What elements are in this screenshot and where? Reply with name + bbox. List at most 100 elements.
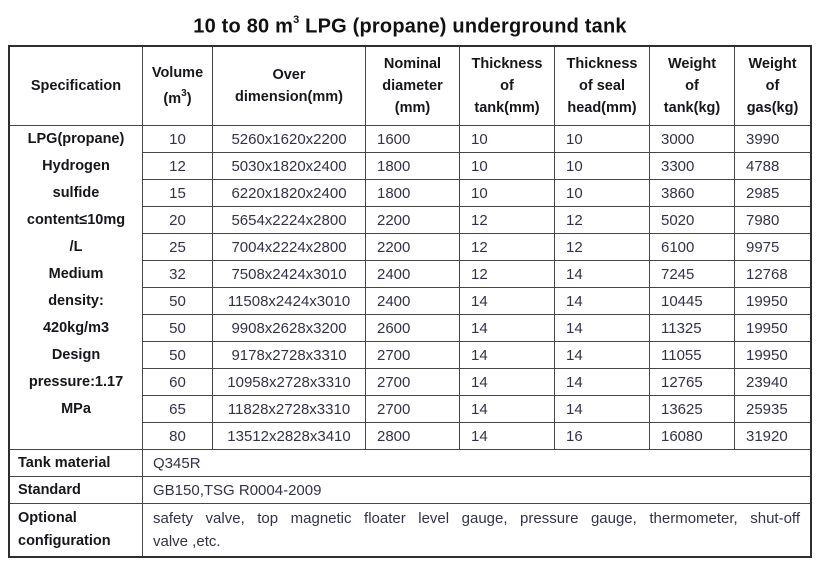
nominal-diameter-cell: 1800 [366,153,460,180]
footer-label-tank-material: Tank material [10,450,143,477]
nominal-diameter-cell: 2700 [366,369,460,396]
nominal-diameter-cell: 2700 [366,396,460,423]
tank-weight-cell: 16080 [650,423,735,450]
nominal-diameter-cell: 2700 [366,342,460,369]
over-dimension-cell: 5654x2224x2800 [213,207,366,234]
gas-weight-cell: 4788 [735,153,810,180]
footer-label-optional-configuration: Optional configuration [10,504,143,556]
seal-head-thickness-cell: 12 [555,207,650,234]
volume-cell: 50 [143,315,213,342]
seal-head-thickness-cell: 10 [555,126,650,153]
page: 10 to 80 m3 LPG (propane) underground ta… [0,7,820,563]
footer-label-line: Standard [18,481,81,498]
column-header-line: tank(kg) [663,100,721,116]
nominal-diameter-cell: 2400 [366,288,460,315]
column-header-over-dimension: Over dimension(mm) [213,47,366,126]
tank-weight-cell: 10445 [650,288,735,315]
column-header-weight-of-gas: Weight of gas(kg) [735,47,810,126]
column-header-line: diameter [382,78,443,94]
nominal-diameter-cell: 2600 [366,315,460,342]
column-header-line: Weight [667,56,717,72]
tank-thickness-cell: 14 [460,369,555,396]
gas-weight-cell: 12768 [735,261,810,288]
footer-label-line: configuration [18,533,111,549]
nominal-diameter-cell: 2200 [366,207,460,234]
volume-cell: 20 [143,207,213,234]
gas-weight-cell: 25935 [735,396,810,423]
column-header-line: Nominal [383,56,442,72]
volume-cell: 32 [143,261,213,288]
footer-value-standard: GB150,TSG R0004-2009 [143,477,810,504]
over-dimension-cell: 13512x2828x3410 [213,423,366,450]
column-header-line: (mm) [394,100,431,116]
specification-table: Specification Volume (m3) Over dimension(mm)… [8,45,812,558]
column-header-nominal-diameter: Nominal diameter (mm) [366,47,460,126]
footer-value-line: GB150,TSG R0004-2009 [153,481,322,499]
specification-line: LPG(propane) [27,131,125,147]
tank-thickness-cell: 14 [460,288,555,315]
tank-weight-cell: 7245 [650,261,735,288]
tank-thickness-cell: 14 [460,423,555,450]
footer-label-line: Tank material [18,454,111,471]
volume-cell: 25 [143,234,213,261]
seal-head-thickness-cell: 14 [555,315,650,342]
title-superscript: 3 [293,14,300,26]
volume-cell: 12 [143,153,213,180]
column-header-line: tank(mm) [474,100,540,116]
nominal-diameter-cell: 2400 [366,261,460,288]
nominal-diameter-cell: 1800 [366,180,460,207]
page-title: 10 to 80 m3 LPG (propane) underground ta… [0,7,820,38]
tank-weight-cell: 3300 [650,153,735,180]
specification-line: /L [69,239,83,255]
seal-head-thickness-cell: 14 [555,261,650,288]
volume-cell: 80 [143,423,213,450]
specification-line: pressure:1.17 [28,374,124,390]
title-suffix: LPG (propane) underground tank [299,15,627,38]
tank-thickness-cell: 14 [460,315,555,342]
column-header-volume: Volume (m3) [143,47,213,126]
volume-cell: 60 [143,369,213,396]
over-dimension-cell: 5260x1620x2200 [213,126,366,153]
nominal-diameter-cell: 2200 [366,234,460,261]
tank-weight-cell: 12765 [650,369,735,396]
over-dimension-cell: 11828x2728x3310 [213,396,366,423]
footer-label-line: Optional [18,510,77,526]
specification-line: MPa [61,401,91,417]
superscript: 3 [181,88,187,100]
gas-weight-cell: 7980 [735,207,810,234]
column-header-specification: Specification [10,47,143,126]
specification-line: Hydrogen [42,158,110,174]
gas-weight-cell: 3990 [735,126,810,153]
column-header-line: Over [272,67,306,83]
seal-head-thickness-cell: 16 [555,423,650,450]
footer-value-line: valve ,etc. [153,533,221,550]
specification-line: content≤10mg [26,212,126,228]
specification-line: sulfide [52,185,100,201]
tank-weight-cell: 5020 [650,207,735,234]
tank-weight-cell: 3860 [650,180,735,207]
over-dimension-cell: 10958x2728x3310 [213,369,366,396]
nominal-diameter-cell: 2800 [366,423,460,450]
tank-weight-cell: 3000 [650,126,735,153]
tank-weight-cell: 6100 [650,234,735,261]
seal-head-thickness-cell: 14 [555,288,650,315]
column-header-line: dimension(mm) [235,89,343,105]
specification-line: 420kg/m3 [42,320,110,336]
over-dimension-cell: 5030x1820x2400 [213,153,366,180]
column-header-line: Thickness [566,56,638,72]
column-header-line: Volume [151,65,204,82]
footer-label-standard: Standard [10,477,143,504]
tank-thickness-cell: 12 [460,234,555,261]
seal-head-thickness-cell: 10 [555,180,650,207]
tank-thickness-cell: 12 [460,261,555,288]
tank-thickness-cell: 14 [460,396,555,423]
seal-head-thickness-cell: 14 [555,396,650,423]
volume-cell: 50 [143,342,213,369]
over-dimension-cell: 7004x2224x2800 [213,234,366,261]
over-dimension-cell: 9908x2628x3200 [213,315,366,342]
column-header-thickness-of-tank: Thickness of tank(mm) [460,47,555,126]
column-header-thickness-of-seal-head: Thickness of seal head(mm) [555,47,650,126]
seal-head-thickness-cell: 14 [555,369,650,396]
tank-thickness-cell: 10 [460,180,555,207]
seal-head-thickness-cell: 12 [555,234,650,261]
